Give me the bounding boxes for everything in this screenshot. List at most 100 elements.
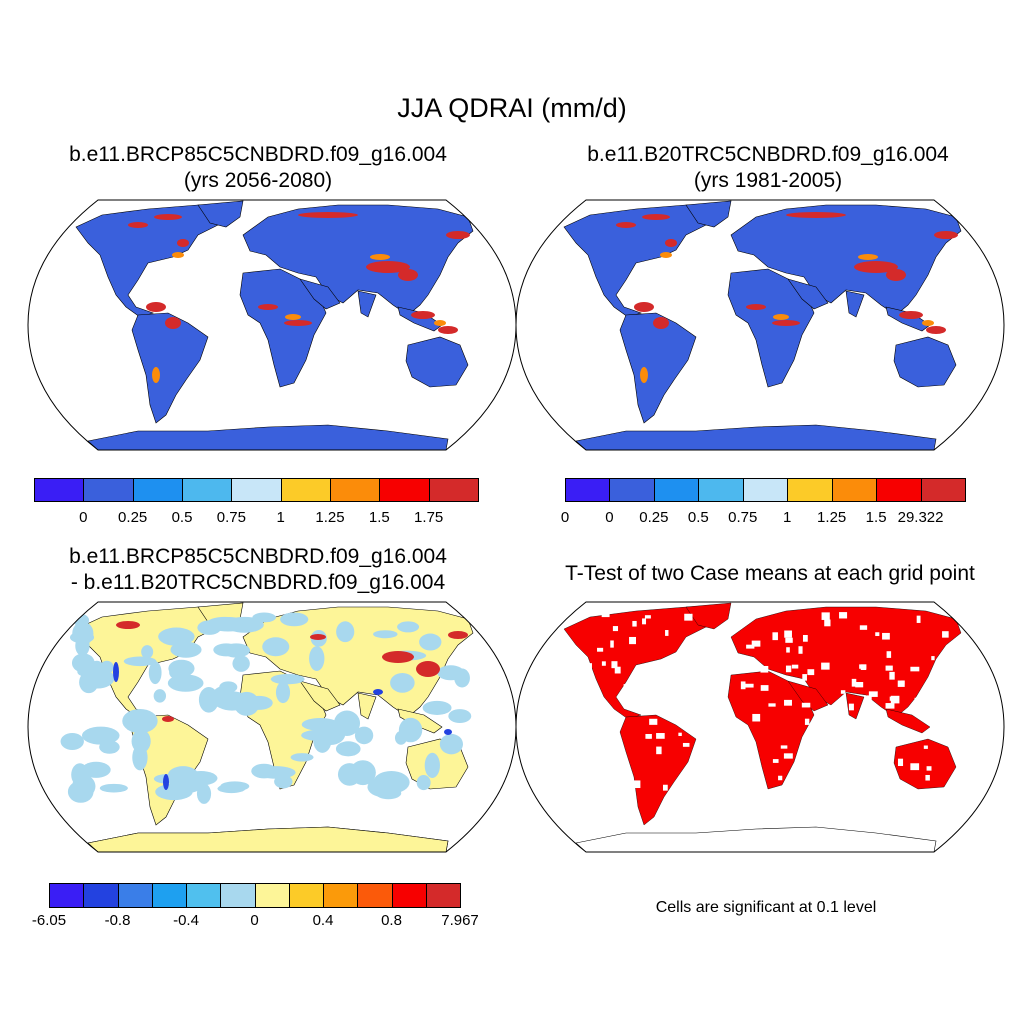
land-europeAsia (242, 606, 474, 718)
land-southAmerica (619, 312, 697, 424)
panel1-title-line2: (yrs 2056-2080) (183, 169, 333, 192)
colorbar-box (132, 478, 183, 502)
colorbar-tick-label: -6.05 (31, 912, 67, 929)
land-seAsia (885, 306, 931, 332)
colorbar-tick-label: 1.25 (817, 509, 847, 526)
panel3-title-line1: b.e11.BRCP85C5CNBDRD.f09_g16.004 (69, 545, 447, 568)
colorbar-tick-label: 0.4 (312, 912, 334, 929)
colorbar-tick-label: 7.967 (441, 912, 479, 929)
colorbar-box (151, 883, 187, 908)
colorbar-tick-label: 0 (79, 509, 88, 526)
colorbar-box (920, 478, 966, 502)
colorbar-tick-label: -0.8 (104, 912, 131, 929)
map-panel-historical (515, 199, 1005, 451)
panel2-title-line2: (yrs 1981-2005) (693, 169, 843, 192)
land-india (357, 692, 377, 720)
panel4-title-line1: T-Test of two Case means at each grid po… (565, 562, 975, 585)
colorbar-box (698, 478, 744, 502)
land-australia (405, 336, 469, 388)
colorbar-tick-label: 0.75 (728, 509, 758, 526)
map-panel-ttest (515, 601, 1005, 853)
colorbar-box (323, 883, 359, 908)
colorbar-box (653, 478, 700, 502)
colorbar-box (609, 478, 655, 502)
land-greenland (197, 200, 244, 228)
colorbar-tick-label: 0.8 (381, 912, 402, 929)
land-australia (893, 336, 957, 388)
colorbar-box (831, 478, 878, 502)
significance-note: Cells are significant at 0.1 level (655, 899, 877, 916)
colorbar-tick-label: 0 (560, 509, 570, 526)
map-border (27, 601, 517, 853)
land-seAsia (885, 708, 931, 734)
land-india (845, 692, 865, 720)
colorbar-box (391, 883, 427, 908)
land-antarctica (575, 424, 937, 450)
colorbar-tick-label: 0.25 (639, 509, 669, 526)
colorbar-box (428, 478, 479, 502)
land-india (357, 290, 377, 318)
colorbar-box (220, 883, 256, 908)
panel1-title: b.e11.BRCP85C5CNBDRD.f09_g16.004 (yrs 20… (0, 142, 516, 194)
colorbar-box (49, 883, 85, 908)
colorbar-tick-label: 1.25 (315, 509, 345, 526)
colorbar-box (231, 478, 282, 502)
colorbar-future (34, 478, 479, 502)
panel4-title: T-Test of two Case means at each grid po… (516, 561, 1024, 587)
land-greenland (685, 200, 732, 228)
land-arabia (299, 278, 341, 310)
land-southAmerica (131, 312, 209, 424)
map-border (27, 199, 517, 451)
panel3-title-line2: - b.e11.B20TRC5CNBDRD.f09_g16.004 (70, 571, 446, 594)
colorbar-box (425, 883, 461, 908)
land-antarctica (87, 424, 449, 450)
land-europeAsia (730, 204, 962, 316)
colorbar-box (181, 478, 233, 502)
map-border (515, 199, 1005, 451)
colorbar-box (34, 478, 85, 502)
colorbar-tick-label: 1.75 (414, 509, 444, 526)
map-panel-future (27, 199, 517, 451)
panel2-title: b.e11.B20TRC5CNBDRD.f09_g16.004 (yrs 198… (512, 142, 1024, 194)
colorbar-tick-label: 0.5 (171, 509, 193, 526)
colorbar-tick-label: 0 (250, 912, 259, 929)
colorbar-box (254, 883, 290, 908)
colorbar-difference (49, 883, 461, 908)
colorbar-tick-label: 0.5 (687, 509, 709, 526)
colorbar-box (379, 478, 430, 502)
land-arabia (787, 278, 829, 310)
colorbar-tick-label: 29.322 (897, 509, 944, 526)
colorbar-tick-label: 0 (605, 509, 614, 526)
colorbar-box (186, 883, 222, 908)
land-australia (893, 738, 957, 790)
colorbar-tick-label: 0.75 (216, 509, 246, 526)
colorbar-tick-label: 1.5 (368, 509, 390, 526)
colorbar-tick-label: 1.5 (865, 509, 887, 526)
colorbar-box (117, 883, 153, 908)
colorbar-box (742, 478, 789, 502)
panel1-title-line1: b.e11.BRCP85C5CNBDRD.f09_g16.004 (69, 143, 447, 166)
colorbar-box (876, 478, 922, 502)
panel3-title: b.e11.BRCP85C5CNBDRD.f09_g16.004 - b.e11… (0, 544, 516, 596)
colorbar-box (565, 478, 611, 502)
colorbar-tick-label: -0.4 (173, 912, 199, 929)
map-border (515, 601, 1005, 853)
land-southAmerica (619, 714, 697, 826)
figure-title: JJA QDRAI (mm/d) (397, 93, 627, 123)
panel2-title-line1: b.e11.B20TRC5CNBDRD.f09_g16.004 (587, 143, 949, 166)
colorbar-box (288, 883, 324, 908)
colorbar-box (787, 478, 833, 502)
land-arabia (787, 680, 829, 712)
colorbar-box (83, 478, 134, 502)
colorbar-historical (565, 478, 966, 502)
map-panel-difference (27, 601, 517, 853)
land-arabia (299, 680, 341, 712)
land-seAsia (397, 708, 443, 734)
land-greenland (685, 602, 732, 630)
land-seAsia (397, 306, 443, 332)
colorbar-box (329, 478, 381, 502)
colorbar-tick-label: 1 (276, 509, 285, 526)
colorbar-tick-label: 0.25 (118, 509, 148, 526)
land-europeAsia (242, 204, 474, 316)
colorbar-box (357, 883, 393, 908)
